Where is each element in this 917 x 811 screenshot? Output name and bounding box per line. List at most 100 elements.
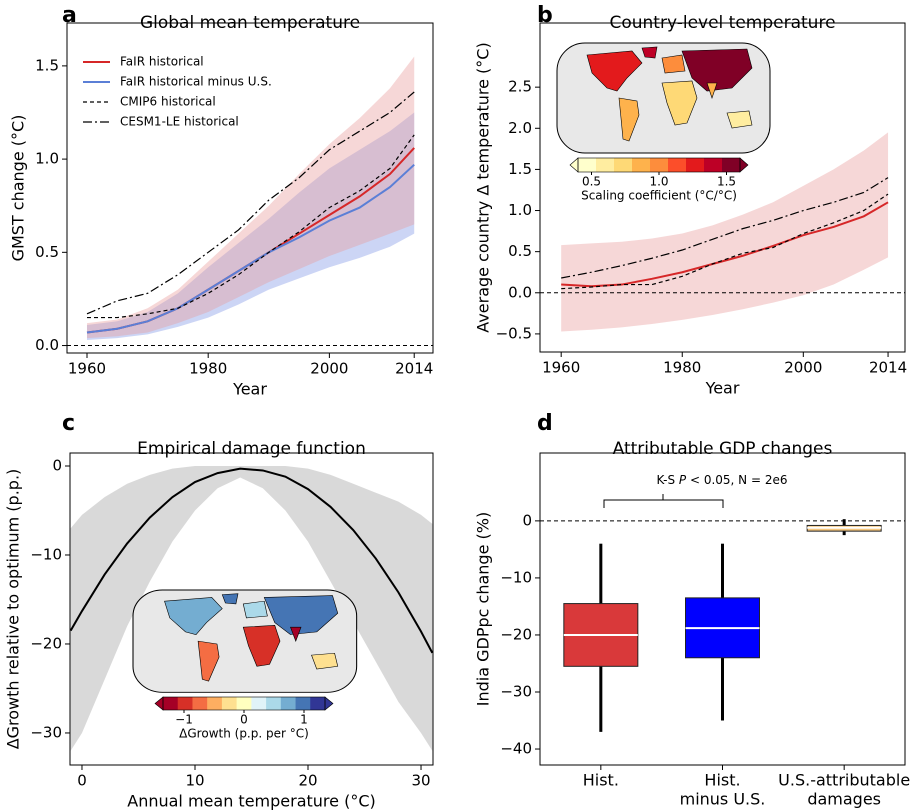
panel-letter: b bbox=[537, 3, 553, 28]
x-tick-label: 0 bbox=[77, 772, 87, 790]
y-tick-label: 2.0 bbox=[508, 119, 532, 137]
x-axis-label: Annual mean temperature (°C) bbox=[127, 792, 375, 811]
colorbar-swatch bbox=[163, 697, 179, 710]
colorbar-label: Scaling coefficient (°C/°C) bbox=[581, 189, 737, 203]
line bbox=[561, 201, 889, 288]
legend-label: CESM1-LE historical bbox=[120, 115, 239, 129]
colorbar-swatch bbox=[221, 697, 237, 710]
colorbar-swatch bbox=[722, 158, 741, 172]
line bbox=[86, 163, 415, 334]
y-tick-label: 0.0 bbox=[508, 283, 532, 301]
y-tick-label: −20 bbox=[500, 625, 532, 643]
y-tick-label: 0 bbox=[52, 456, 62, 474]
annotation: K-S P < 0.05, N = 2e6 bbox=[657, 473, 788, 487]
legend-label: FaIR historical minus U.S. bbox=[120, 75, 272, 89]
colorbar-tick-label: 0 bbox=[240, 713, 248, 727]
annotation-part: K-S bbox=[657, 473, 679, 487]
colorbar-swatch bbox=[236, 697, 252, 710]
line bbox=[561, 177, 889, 279]
x-tick-label: 2000 bbox=[310, 360, 348, 378]
y-tick-label: 1.0 bbox=[508, 201, 532, 219]
x-tick-label: 30 bbox=[411, 772, 430, 790]
legend-label: FaIR historical bbox=[120, 55, 204, 69]
y-axis-label: India GDPpc change (%) bbox=[474, 512, 493, 706]
y-tick-label: 1.5 bbox=[35, 56, 59, 74]
y-axis-label: GMST change (°C) bbox=[9, 115, 28, 262]
plot-area bbox=[67, 56, 433, 347]
x-tick-label: 2014 bbox=[395, 360, 433, 378]
colorbar-swatch bbox=[686, 158, 705, 172]
colorbar-swatch bbox=[310, 697, 326, 710]
colorbar-label: ΔGrowth (p.p. per °C) bbox=[179, 727, 309, 741]
axes-frame bbox=[66, 22, 434, 354]
colorbar-tick-label: −1 bbox=[175, 713, 193, 727]
y-tick-label: 1.5 bbox=[508, 160, 532, 178]
plot-area bbox=[540, 132, 905, 332]
colorbar-tick-label: 0.5 bbox=[582, 175, 601, 189]
annotation-part: < 0.05, N = 2e6 bbox=[686, 473, 787, 487]
chart-title: Attributable GDP changes bbox=[613, 439, 833, 459]
x-tick-label: Hist. bbox=[704, 771, 740, 790]
band bbox=[70, 465, 433, 751]
plot-area bbox=[70, 465, 433, 751]
y-tick-label: −30 bbox=[500, 682, 532, 700]
inset-map bbox=[556, 42, 771, 154]
y-tick-label: 0.5 bbox=[508, 242, 532, 260]
panel-letter: d bbox=[537, 411, 553, 436]
colorbar-swatch bbox=[614, 158, 633, 172]
line bbox=[70, 467, 433, 654]
bracket bbox=[603, 494, 724, 508]
colorbar-swatch bbox=[266, 697, 282, 710]
inset-map bbox=[132, 589, 358, 693]
colorbar-swatch bbox=[668, 158, 687, 172]
colorbar-tick-label: 1 bbox=[300, 713, 308, 727]
x-tick-label: Hist. bbox=[583, 771, 619, 790]
y-axis-label: Average country Δ temperature (°C) bbox=[474, 42, 493, 332]
colorbar-extension bbox=[324, 696, 334, 711]
x-tick-label: 1980 bbox=[663, 359, 701, 377]
colorbar-swatch bbox=[192, 697, 208, 710]
colorbar-swatch bbox=[650, 158, 669, 172]
y-tick-label: −0.5 bbox=[496, 324, 532, 342]
y-tick-label: 1.0 bbox=[35, 150, 59, 168]
x-tick-label: 20 bbox=[298, 772, 317, 790]
colorbar-swatch bbox=[280, 697, 296, 710]
colorbar-swatch bbox=[251, 697, 267, 710]
line bbox=[561, 193, 889, 290]
y-tick-label: −10 bbox=[500, 568, 532, 586]
panel-letter: a bbox=[62, 3, 77, 28]
chart-title: Empirical damage function bbox=[137, 439, 366, 459]
line bbox=[86, 91, 415, 315]
y-tick-label: −40 bbox=[500, 740, 532, 758]
band bbox=[86, 112, 415, 340]
colorbar-tick-label: 1.0 bbox=[649, 175, 668, 189]
x-tick-label: 2014 bbox=[869, 359, 907, 377]
x-tick-label: U.S.-attributable bbox=[778, 771, 910, 790]
colorbar-swatch bbox=[578, 158, 597, 172]
colorbar-tick-label: 1.5 bbox=[717, 175, 736, 189]
x-axis-label: Year bbox=[705, 379, 740, 398]
axes-frame bbox=[69, 452, 434, 766]
y-tick-label: 0 bbox=[522, 511, 532, 529]
x-tick-label: minus U.S. bbox=[680, 790, 766, 809]
x-tick-label: 1980 bbox=[189, 360, 227, 378]
annotation-part: P bbox=[679, 473, 687, 487]
y-tick-label: −20 bbox=[30, 634, 62, 652]
colorbar-swatch bbox=[596, 158, 615, 172]
y-tick-label: 0.5 bbox=[35, 243, 59, 261]
legend-label: CMIP6 historical bbox=[120, 95, 216, 109]
colorbar-extension bbox=[739, 157, 749, 173]
y-tick-label: −30 bbox=[30, 723, 62, 741]
y-tick-label: 0.0 bbox=[35, 336, 59, 354]
x-tick-label: 1960 bbox=[68, 360, 106, 378]
x-tick-label: damages bbox=[807, 790, 881, 809]
axes-frame bbox=[539, 452, 906, 766]
colorbar-swatch bbox=[704, 158, 723, 172]
band bbox=[561, 132, 889, 332]
x-tick-label: 1960 bbox=[542, 359, 580, 377]
x-tick-label: 2000 bbox=[784, 359, 822, 377]
y-tick-label: −10 bbox=[30, 545, 62, 563]
colorbar-extension bbox=[154, 696, 164, 711]
colorbar-swatch bbox=[177, 697, 193, 710]
